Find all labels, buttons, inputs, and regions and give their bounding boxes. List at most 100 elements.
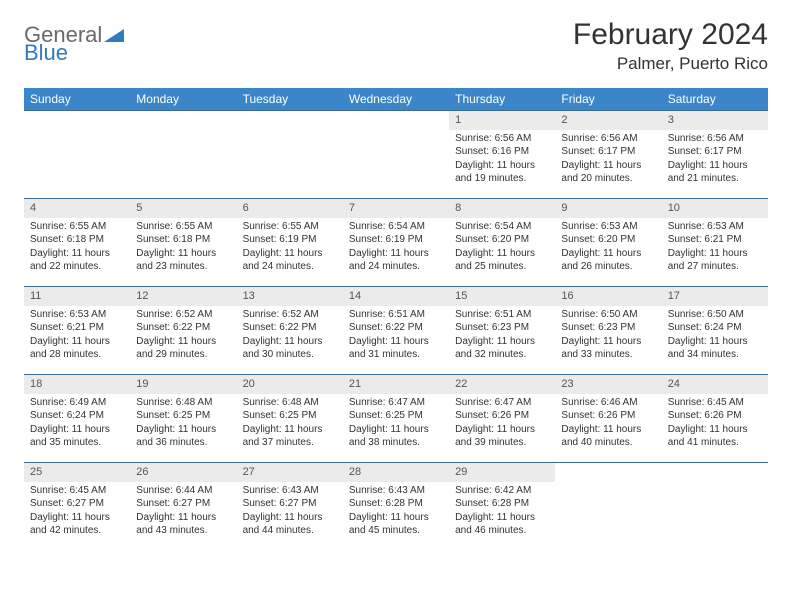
calendar-week-row: 25Sunrise: 6:45 AMSunset: 6:27 PMDayligh… xyxy=(24,462,768,550)
empty-daynum xyxy=(237,110,343,127)
day-number: 1 xyxy=(449,110,555,130)
day-number: 28 xyxy=(343,462,449,482)
day-header: Saturday xyxy=(662,88,768,110)
daylight-line: Daylight: 11 hours and 42 minutes. xyxy=(30,511,124,538)
sunset-line: Sunset: 6:21 PM xyxy=(668,233,762,247)
calendar-day-cell: 15Sunrise: 6:51 AMSunset: 6:23 PMDayligh… xyxy=(449,286,555,374)
sunset-line: Sunset: 6:28 PM xyxy=(455,497,549,511)
day-number: 13 xyxy=(237,286,343,306)
day-number: 19 xyxy=(130,374,236,394)
calendar-day-cell: 29Sunrise: 6:42 AMSunset: 6:28 PMDayligh… xyxy=(449,462,555,550)
sunrise-line: Sunrise: 6:56 AM xyxy=(561,132,655,146)
day-body: Sunrise: 6:43 AMSunset: 6:27 PMDaylight:… xyxy=(237,482,343,542)
calendar-body: 1Sunrise: 6:56 AMSunset: 6:16 PMDaylight… xyxy=(24,110,768,550)
sunset-line: Sunset: 6:20 PM xyxy=(455,233,549,247)
sunrise-line: Sunrise: 6:55 AM xyxy=(136,220,230,234)
sunrise-line: Sunrise: 6:53 AM xyxy=(668,220,762,234)
daylight-line: Daylight: 11 hours and 38 minutes. xyxy=(349,423,443,450)
day-number: 7 xyxy=(343,198,449,218)
day-number: 14 xyxy=(343,286,449,306)
calendar-day-cell: 24Sunrise: 6:45 AMSunset: 6:26 PMDayligh… xyxy=(662,374,768,462)
calendar-day-cell: 9Sunrise: 6:53 AMSunset: 6:20 PMDaylight… xyxy=(555,198,661,286)
sunset-line: Sunset: 6:24 PM xyxy=(668,321,762,335)
day-number: 5 xyxy=(130,198,236,218)
sunset-line: Sunset: 6:19 PM xyxy=(349,233,443,247)
title-block: February 2024 Palmer, Puerto Rico xyxy=(573,18,768,74)
daylight-line: Daylight: 11 hours and 24 minutes. xyxy=(349,247,443,274)
sunset-line: Sunset: 6:25 PM xyxy=(136,409,230,423)
calendar-day-cell: 20Sunrise: 6:48 AMSunset: 6:25 PMDayligh… xyxy=(237,374,343,462)
calendar-day-cell xyxy=(24,110,130,198)
sunset-line: Sunset: 6:18 PM xyxy=(136,233,230,247)
day-header: Monday xyxy=(130,88,236,110)
sunrise-line: Sunrise: 6:44 AM xyxy=(136,484,230,498)
sunrise-line: Sunrise: 6:48 AM xyxy=(243,396,337,410)
calendar-day-cell: 7 Sunrise: 6:54 AMSunset: 6:19 PMDaylight… xyxy=(343,198,449,286)
daylight-line: Daylight: 11 hours and 32 minutes. xyxy=(455,335,549,362)
day-body: Sunrise: 6:49 AMSunset: 6:24 PMDaylight:… xyxy=(24,394,130,454)
day-body: Sunrise: 6:52 AMSunset: 6:22 PMDaylight:… xyxy=(237,306,343,366)
day-header: Friday xyxy=(555,88,661,110)
calendar-week-row: 4Sunrise: 6:55 AMSunset: 6:18 PMDaylight… xyxy=(24,198,768,286)
empty-daynum xyxy=(24,110,130,127)
sunset-line: Sunset: 6:16 PM xyxy=(455,145,549,159)
sunset-line: Sunset: 6:27 PM xyxy=(243,497,337,511)
day-body: Sunrise: 6:47 AMSunset: 6:25 PMDaylight:… xyxy=(343,394,449,454)
sunset-line: Sunset: 6:20 PM xyxy=(561,233,655,247)
daylight-line: Daylight: 11 hours and 40 minutes. xyxy=(561,423,655,450)
day-body: Sunrise: 6:55 AMSunset: 6:19 PMDaylight:… xyxy=(237,218,343,278)
day-body: Sunrise: 6:47 AMSunset: 6:26 PMDaylight:… xyxy=(449,394,555,454)
daylight-line: Daylight: 11 hours and 28 minutes. xyxy=(30,335,124,362)
daylight-line: Daylight: 11 hours and 44 minutes. xyxy=(243,511,337,538)
day-number: 22 xyxy=(449,374,555,394)
sunset-line: Sunset: 6:23 PM xyxy=(561,321,655,335)
sunset-line: Sunset: 6:25 PM xyxy=(349,409,443,423)
calendar-day-cell: 11Sunrise: 6:53 AMSunset: 6:21 PMDayligh… xyxy=(24,286,130,374)
daylight-line: Daylight: 11 hours and 19 minutes. xyxy=(455,159,549,186)
calendar-day-cell: 17Sunrise: 6:50 AMSunset: 6:24 PMDayligh… xyxy=(662,286,768,374)
sunrise-line: Sunrise: 6:54 AM xyxy=(455,220,549,234)
daylight-line: Daylight: 11 hours and 39 minutes. xyxy=(455,423,549,450)
day-body: Sunrise: 6:48 AMSunset: 6:25 PMDaylight:… xyxy=(130,394,236,454)
calendar-day-cell: 27Sunrise: 6:43 AMSunset: 6:27 PMDayligh… xyxy=(237,462,343,550)
sunset-line: Sunset: 6:24 PM xyxy=(30,409,124,423)
day-body: Sunrise: 6:51 AMSunset: 6:22 PMDaylight:… xyxy=(343,306,449,366)
daylight-line: Daylight: 11 hours and 45 minutes. xyxy=(349,511,443,538)
day-number: 11 xyxy=(24,286,130,306)
sunrise-line: Sunrise: 6:56 AM xyxy=(455,132,549,146)
daylight-line: Daylight: 11 hours and 41 minutes. xyxy=(668,423,762,450)
daylight-line: Daylight: 11 hours and 34 minutes. xyxy=(668,335,762,362)
calendar-day-cell: 26Sunrise: 6:44 AMSunset: 6:27 PMDayligh… xyxy=(130,462,236,550)
day-header: Wednesday xyxy=(343,88,449,110)
day-number: 29 xyxy=(449,462,555,482)
sunset-line: Sunset: 6:25 PM xyxy=(243,409,337,423)
daylight-line: Daylight: 11 hours and 33 minutes. xyxy=(561,335,655,362)
sunrise-line: Sunrise: 6:54 AM xyxy=(349,220,443,234)
sunrise-line: Sunrise: 6:46 AM xyxy=(561,396,655,410)
day-body: Sunrise: 6:48 AMSunset: 6:25 PMDaylight:… xyxy=(237,394,343,454)
sunset-line: Sunset: 6:23 PM xyxy=(455,321,549,335)
calendar-day-cell: 21Sunrise: 6:47 AMSunset: 6:25 PMDayligh… xyxy=(343,374,449,462)
daylight-line: Daylight: 11 hours and 25 minutes. xyxy=(455,247,549,274)
sunrise-line: Sunrise: 6:45 AM xyxy=(668,396,762,410)
daylight-line: Daylight: 11 hours and 21 minutes. xyxy=(668,159,762,186)
day-header: Tuesday xyxy=(237,88,343,110)
calendar-day-cell xyxy=(237,110,343,198)
sunrise-line: Sunrise: 6:47 AM xyxy=(349,396,443,410)
daylight-line: Daylight: 11 hours and 23 minutes. xyxy=(136,247,230,274)
day-body: Sunrise: 6:54 AMSunset: 6:20 PMDaylight:… xyxy=(449,218,555,278)
calendar-day-cell: 18Sunrise: 6:49 AMSunset: 6:24 PMDayligh… xyxy=(24,374,130,462)
calendar-day-cell: 10Sunrise: 6:53 AMSunset: 6:21 PMDayligh… xyxy=(662,198,768,286)
calendar-day-cell: 2Sunrise: 6:56 AMSunset: 6:17 PMDaylight… xyxy=(555,110,661,198)
calendar-day-cell: 12Sunrise: 6:52 AMSunset: 6:22 PMDayligh… xyxy=(130,286,236,374)
daylight-line: Daylight: 11 hours and 43 minutes. xyxy=(136,511,230,538)
daylight-line: Daylight: 11 hours and 24 minutes. xyxy=(243,247,337,274)
sunrise-line: Sunrise: 6:56 AM xyxy=(668,132,762,146)
empty-daynum xyxy=(130,110,236,127)
day-number: 25 xyxy=(24,462,130,482)
sunset-line: Sunset: 6:26 PM xyxy=(455,409,549,423)
logo-triangle-icon xyxy=(104,26,124,42)
sunrise-line: Sunrise: 6:49 AM xyxy=(30,396,124,410)
day-number: 3 xyxy=(662,110,768,130)
calendar-day-cell: 25Sunrise: 6:45 AMSunset: 6:27 PMDayligh… xyxy=(24,462,130,550)
